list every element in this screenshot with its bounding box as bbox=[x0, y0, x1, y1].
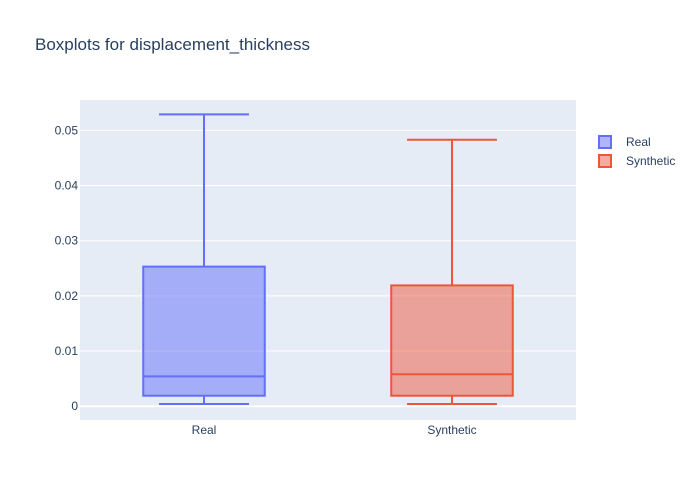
iqr-box bbox=[142, 265, 266, 397]
legend-swatch bbox=[598, 135, 612, 149]
y-tick-label: 0.02 bbox=[55, 289, 79, 303]
box-synthetic bbox=[390, 138, 514, 405]
legend[interactable]: Real Synthetic bbox=[598, 135, 675, 168]
x-tick-label: Real bbox=[192, 423, 217, 437]
legend-item-synthetic[interactable]: Synthetic bbox=[598, 154, 675, 168]
y-tick-label: 0.01 bbox=[55, 344, 79, 358]
box-real bbox=[142, 113, 266, 405]
y-axis-ticks: 0 0.01 0.02 0.03 0.04 0.05 bbox=[55, 123, 79, 413]
y-tick-label: 0 bbox=[71, 399, 78, 413]
x-axis-ticks: Real Synthetic bbox=[192, 423, 477, 437]
box-series bbox=[142, 113, 514, 405]
legend-swatch bbox=[598, 154, 612, 168]
y-tick-label: 0.05 bbox=[55, 123, 79, 137]
legend-label: Synthetic bbox=[626, 154, 675, 168]
y-tick-label: 0.03 bbox=[55, 234, 79, 248]
legend-item-real[interactable]: Real bbox=[598, 135, 651, 149]
legend-label: Real bbox=[626, 135, 651, 149]
y-tick-label: 0.04 bbox=[55, 179, 79, 193]
iqr-box bbox=[390, 284, 514, 397]
x-tick-label: Synthetic bbox=[427, 423, 476, 437]
chart-title: Boxplots for displacement_thickness bbox=[35, 35, 310, 54]
